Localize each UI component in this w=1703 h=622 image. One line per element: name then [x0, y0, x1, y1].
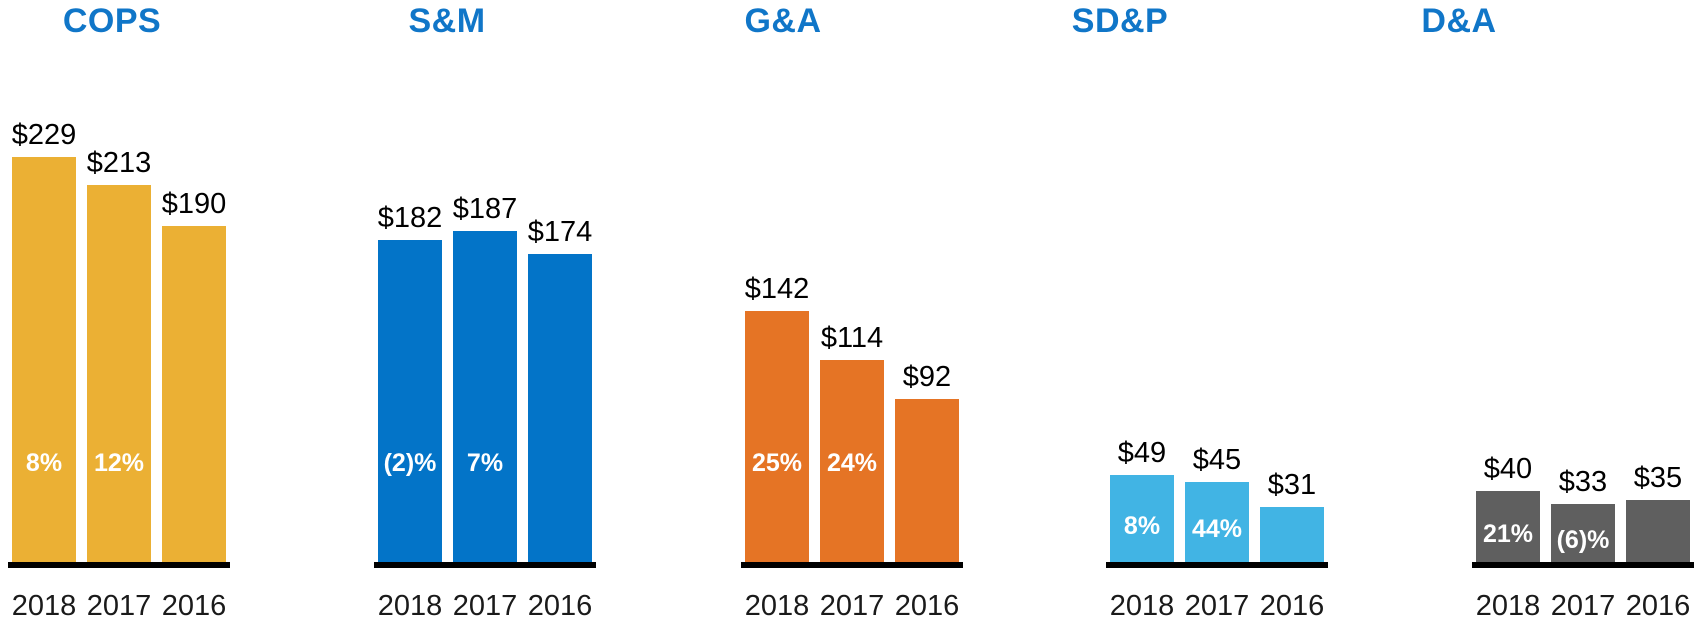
year-label: 2016	[527, 590, 593, 622]
chart-title-s-m: S&M	[408, 2, 486, 40]
year-label: 2017	[1184, 590, 1250, 622]
pct-change-label: 12%	[93, 449, 145, 477]
pct-change-label: 44%	[1191, 515, 1243, 543]
pct-change-label: 7%	[466, 449, 504, 477]
value-label: $49	[1117, 437, 1167, 469]
bar-2018: (2)%	[378, 240, 442, 562]
pct-change-label: (2)%	[383, 449, 437, 477]
chart-title-sd-p: SD&P	[1071, 2, 1169, 40]
value-label: $142	[744, 273, 810, 305]
value-label: $174	[527, 216, 593, 248]
bar-2017: 44%	[1185, 482, 1249, 562]
bar-2018: 8%	[12, 157, 76, 562]
chart-cops: 8% $229 2018 12% $213 2017 $190 2016	[8, 0, 230, 622]
bar-2017: 7%	[453, 231, 517, 562]
bar-2016	[1626, 500, 1690, 562]
pct-change-label: (6)%	[1556, 526, 1610, 554]
x-axis-line	[1106, 562, 1328, 568]
year-label: 2018	[744, 590, 810, 622]
bar-2018: 8%	[1110, 475, 1174, 562]
value-label: $92	[902, 361, 952, 393]
year-label: 2017	[819, 590, 885, 622]
value-label: $114	[820, 322, 884, 354]
bar-2017: (6)%	[1551, 504, 1615, 562]
value-label: $229	[11, 119, 77, 151]
x-axis-line	[1472, 562, 1694, 568]
chart-s-m: (2)% $182 2018 7% $187 2017 $174 2016	[374, 0, 596, 622]
chart-d-a: 21% $40 2018 (6)% $33 2017 $35 2016	[1472, 0, 1694, 622]
value-label: $31	[1267, 469, 1317, 501]
bar-2018: 21%	[1476, 491, 1540, 562]
year-label: 2017	[86, 590, 152, 622]
year-label: 2016	[894, 590, 960, 622]
value-label: $40	[1483, 453, 1533, 485]
pct-change-label: 8%	[25, 449, 63, 477]
year-label: 2018	[1109, 590, 1175, 622]
value-label: $190	[161, 188, 227, 220]
year-label: 2016	[1625, 590, 1691, 622]
chart-title-g-a: G&A	[744, 2, 822, 40]
pct-change-label: 25%	[751, 449, 803, 477]
value-label: $35	[1633, 462, 1683, 494]
chart-title-d-a: D&A	[1421, 2, 1497, 40]
value-label: $187	[452, 193, 518, 225]
x-axis-line	[741, 562, 963, 568]
pct-change-label: 8%	[1123, 511, 1161, 540]
year-label: 2017	[1550, 590, 1616, 622]
chart-sd-p: 8% $49 2018 44% $45 2017 $31 2016	[1106, 0, 1328, 622]
pct-change-label: 24%	[826, 449, 878, 477]
value-label: $45	[1192, 444, 1242, 476]
value-label: $33	[1558, 466, 1608, 498]
bar-2016	[162, 226, 226, 562]
bar-2016	[895, 399, 959, 562]
pct-change-label: 21%	[1482, 519, 1534, 548]
bar-2017: 12%	[87, 185, 151, 562]
year-label: 2016	[161, 590, 227, 622]
year-label: 2018	[377, 590, 443, 622]
bar-2017: 24%	[820, 360, 884, 562]
year-label: 2017	[452, 590, 518, 622]
year-label: 2016	[1259, 590, 1325, 622]
value-label: $182	[377, 202, 443, 234]
x-axis-line	[8, 562, 230, 568]
chart-title-cops: COPS	[62, 2, 162, 40]
x-axis-line	[374, 562, 596, 568]
bar-2016	[1260, 507, 1324, 562]
year-label: 2018	[1475, 590, 1541, 622]
chart-g-a: 25% $142 2018 24% $114 2017 $92 2016	[741, 0, 963, 622]
year-label: 2018	[11, 590, 77, 622]
bar-2018: 25%	[745, 311, 809, 562]
bar-2016	[528, 254, 592, 562]
value-label: $213	[86, 147, 152, 179]
